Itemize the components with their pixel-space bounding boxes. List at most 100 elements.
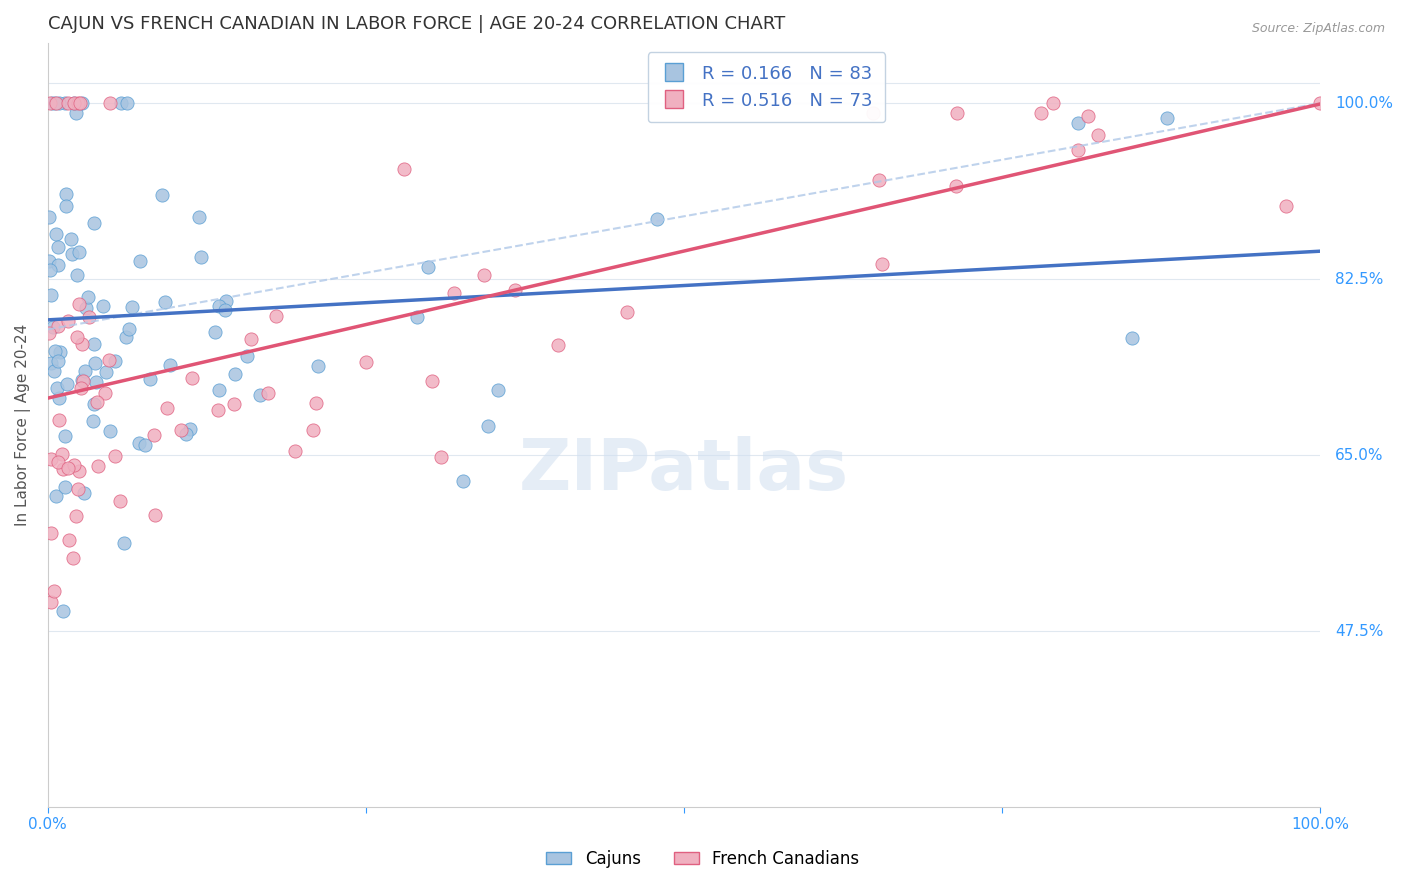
Point xyxy=(46,240,69,254)
Point xyxy=(645,212,668,227)
Point xyxy=(66,268,89,283)
Point xyxy=(46,258,69,272)
Point xyxy=(46,455,69,469)
Point xyxy=(39,287,62,301)
Point xyxy=(65,106,87,120)
Point xyxy=(1066,116,1088,130)
Point xyxy=(38,326,60,341)
Point xyxy=(73,485,96,500)
Point xyxy=(284,443,307,458)
Point xyxy=(77,290,100,304)
Point xyxy=(38,210,60,224)
Point xyxy=(416,260,439,275)
Point xyxy=(115,330,138,344)
Point xyxy=(72,96,94,111)
Point xyxy=(104,449,127,463)
Point xyxy=(170,423,193,437)
Point xyxy=(63,96,86,111)
Point xyxy=(51,447,73,461)
Point xyxy=(1077,109,1099,123)
Point xyxy=(150,188,173,202)
Point xyxy=(98,96,121,111)
Point xyxy=(302,423,325,437)
Point xyxy=(67,297,90,311)
Point xyxy=(616,305,638,319)
Y-axis label: In Labor Force | Age 20-24: In Labor Force | Age 20-24 xyxy=(15,324,31,526)
Legend: Cajuns, French Canadians: Cajuns, French Canadians xyxy=(540,844,866,875)
Point xyxy=(98,424,121,438)
Point xyxy=(38,254,60,268)
Point xyxy=(179,422,201,436)
Point xyxy=(39,595,62,609)
Point xyxy=(264,310,287,324)
Point xyxy=(53,429,76,443)
Point xyxy=(204,325,226,339)
Point xyxy=(257,385,280,400)
Point xyxy=(86,395,108,409)
Point xyxy=(67,463,90,477)
Point xyxy=(42,583,65,598)
Point xyxy=(63,96,86,111)
Point xyxy=(307,359,329,374)
Point xyxy=(104,354,127,368)
Point xyxy=(112,535,135,549)
Point xyxy=(58,96,80,111)
Point xyxy=(73,364,96,378)
Point xyxy=(39,263,62,277)
Text: 65.0%: 65.0% xyxy=(1336,448,1384,463)
Point xyxy=(215,294,238,309)
Point xyxy=(66,482,89,496)
Point xyxy=(153,294,176,309)
Point xyxy=(94,386,117,401)
Point xyxy=(83,336,105,351)
Point xyxy=(180,371,202,385)
Point xyxy=(52,604,75,618)
Point xyxy=(42,320,65,334)
Point xyxy=(83,397,105,411)
Point xyxy=(392,162,415,177)
Point xyxy=(174,427,197,442)
Point xyxy=(55,199,77,213)
Point xyxy=(44,96,66,111)
Point xyxy=(82,414,104,428)
Point xyxy=(1042,96,1064,111)
Point xyxy=(128,254,150,268)
Point xyxy=(143,508,166,522)
Text: Source: ZipAtlas.com: Source: ZipAtlas.com xyxy=(1251,22,1385,36)
Text: 100.0%: 100.0% xyxy=(1336,95,1393,111)
Point xyxy=(207,383,229,397)
Point xyxy=(67,245,90,260)
Point xyxy=(139,371,162,385)
Point xyxy=(77,310,100,325)
Point xyxy=(52,462,75,476)
Point xyxy=(98,353,121,368)
Point xyxy=(83,216,105,230)
Point xyxy=(48,391,70,405)
Point xyxy=(503,283,526,297)
Point xyxy=(44,364,66,378)
Text: CAJUN VS FRENCH CANADIAN IN LABOR FORCE | AGE 20-24 CORRELATION CHART: CAJUN VS FRENCH CANADIAN IN LABOR FORCE … xyxy=(48,15,785,33)
Point xyxy=(72,374,94,388)
Point xyxy=(41,96,63,111)
Point xyxy=(46,354,69,368)
Point xyxy=(406,310,429,324)
Point xyxy=(48,96,70,111)
Point xyxy=(96,365,118,379)
Legend: R = 0.166   N = 83, R = 0.516   N = 73: R = 0.166 N = 83, R = 0.516 N = 73 xyxy=(648,52,886,122)
Point xyxy=(305,396,328,410)
Point xyxy=(134,438,156,452)
Point xyxy=(66,96,89,111)
Point xyxy=(868,173,890,187)
Point xyxy=(207,403,229,417)
Point xyxy=(946,106,969,120)
Point xyxy=(46,380,69,394)
Point xyxy=(1309,96,1331,111)
Point xyxy=(69,381,91,395)
Point xyxy=(143,428,166,442)
Point xyxy=(45,489,67,503)
Point xyxy=(58,460,80,475)
Point xyxy=(1029,106,1052,120)
Point xyxy=(39,526,62,541)
Point xyxy=(1121,331,1143,345)
Point xyxy=(208,299,231,313)
